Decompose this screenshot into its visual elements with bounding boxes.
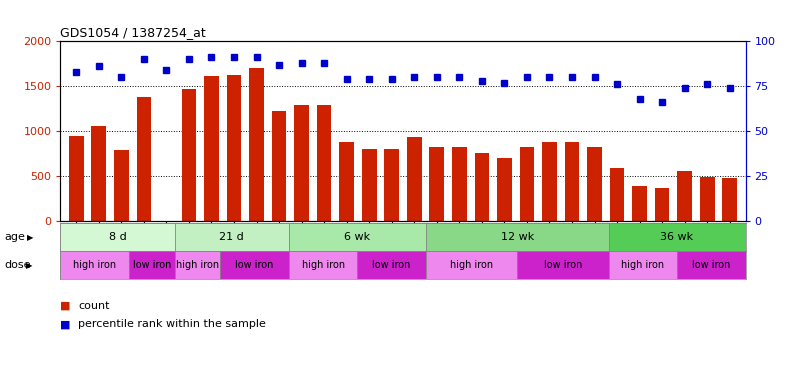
Bar <box>317 105 331 221</box>
Bar <box>588 147 602 221</box>
Bar <box>136 97 152 221</box>
Text: percentile rank within the sample: percentile rank within the sample <box>78 320 266 329</box>
Bar <box>60 251 129 279</box>
Text: low iron: low iron <box>372 260 411 270</box>
Bar <box>677 251 746 279</box>
Text: ■: ■ <box>60 301 71 310</box>
Bar <box>517 251 609 279</box>
Text: low iron: low iron <box>133 260 171 270</box>
Bar <box>357 251 426 279</box>
Text: high iron: high iron <box>450 260 493 270</box>
Text: low iron: low iron <box>235 260 274 270</box>
Text: 8 d: 8 d <box>109 232 127 242</box>
Bar <box>175 223 289 251</box>
Bar <box>609 223 746 251</box>
Bar <box>114 150 129 221</box>
Bar <box>91 126 106 221</box>
Bar <box>654 188 670 221</box>
Bar <box>722 178 737 221</box>
Bar <box>700 177 715 221</box>
Bar <box>289 251 357 279</box>
Bar <box>362 149 376 221</box>
Text: ▶: ▶ <box>27 232 34 242</box>
Bar <box>542 142 557 221</box>
Text: high iron: high iron <box>621 260 664 270</box>
Text: high iron: high iron <box>73 260 116 270</box>
Bar <box>452 147 467 221</box>
Bar <box>175 251 220 279</box>
Text: 36 wk: 36 wk <box>660 232 694 242</box>
Text: low iron: low iron <box>692 260 730 270</box>
Bar <box>565 142 580 221</box>
Text: ▶: ▶ <box>26 261 32 270</box>
Text: dose: dose <box>5 260 31 270</box>
Bar <box>497 158 512 221</box>
Bar <box>610 168 625 221</box>
Text: count: count <box>78 301 110 310</box>
Bar <box>181 89 196 221</box>
Bar <box>430 147 444 221</box>
Bar <box>677 171 692 221</box>
Bar <box>129 251 175 279</box>
Bar <box>60 223 175 251</box>
Bar <box>226 75 241 221</box>
Bar <box>407 136 422 221</box>
Bar <box>426 223 609 251</box>
Bar <box>294 105 309 221</box>
Bar <box>632 186 647 221</box>
Text: low iron: low iron <box>544 260 582 270</box>
Text: high iron: high iron <box>301 260 345 270</box>
Text: 6 wk: 6 wk <box>344 232 371 242</box>
Bar <box>69 136 84 221</box>
Text: age: age <box>5 232 26 242</box>
Bar <box>272 111 286 221</box>
Text: 12 wk: 12 wk <box>501 232 534 242</box>
Bar <box>609 251 677 279</box>
Bar <box>249 68 264 221</box>
Text: 21 d: 21 d <box>219 232 244 242</box>
Bar <box>475 153 489 221</box>
Bar <box>289 223 426 251</box>
Bar <box>204 76 218 221</box>
Bar <box>426 251 517 279</box>
Bar <box>339 142 354 221</box>
Bar <box>220 251 289 279</box>
Bar <box>520 147 534 221</box>
Text: GDS1054 / 1387254_at: GDS1054 / 1387254_at <box>60 26 206 39</box>
Bar <box>384 149 399 221</box>
Text: high iron: high iron <box>176 260 219 270</box>
Text: ■: ■ <box>60 320 71 329</box>
